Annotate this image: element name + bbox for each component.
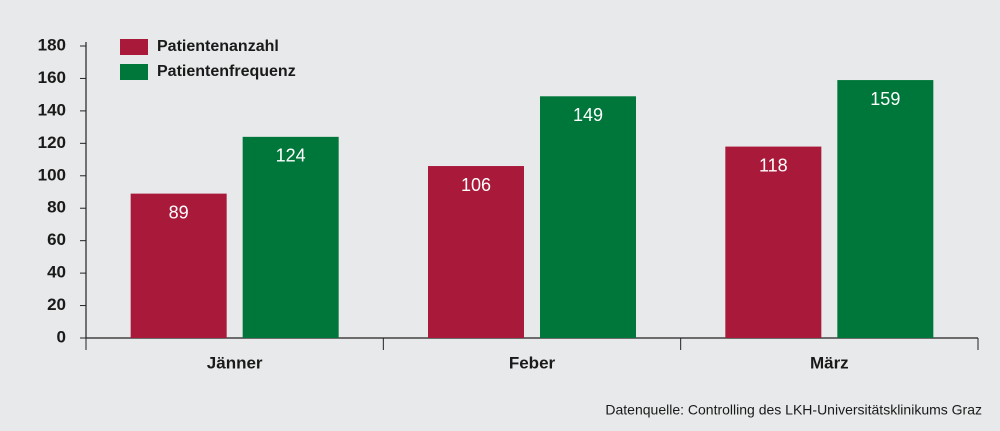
value-label: 118 (759, 155, 788, 175)
legend-swatch (120, 39, 148, 55)
y-tick-label: 40 (47, 263, 66, 282)
legend-label: Patientenfrequenz (157, 63, 296, 80)
legend-label: Patientenanzahl (157, 38, 279, 55)
y-tick-label: 60 (47, 230, 66, 249)
x-tick-label: Jänner (207, 353, 263, 372)
value-label: 106 (461, 175, 491, 195)
x-tick-label: März (810, 353, 849, 372)
bar (837, 80, 934, 339)
value-label: 159 (870, 89, 900, 109)
y-tick-label: 160 (38, 68, 66, 87)
bar (130, 193, 227, 338)
x-tick-label: Feber (509, 353, 556, 372)
value-label: 89 (169, 202, 189, 222)
y-tick-label: 180 (38, 35, 66, 54)
y-tick-label: 20 (47, 295, 66, 314)
y-tick-label: 140 (38, 100, 66, 119)
bar (725, 146, 822, 338)
legend-swatch (120, 64, 148, 80)
value-label: 149 (573, 105, 603, 125)
y-tick-label: 0 (57, 327, 66, 346)
source-note: Datenquelle: Controlling des LKH-Univers… (605, 402, 982, 418)
value-label: 124 (276, 146, 306, 166)
y-tick-label: 120 (38, 133, 66, 152)
y-tick-label: 80 (47, 198, 66, 217)
bar (540, 96, 636, 339)
y-tick-label: 100 (38, 165, 66, 184)
bar (428, 166, 524, 338)
bar (242, 136, 339, 338)
